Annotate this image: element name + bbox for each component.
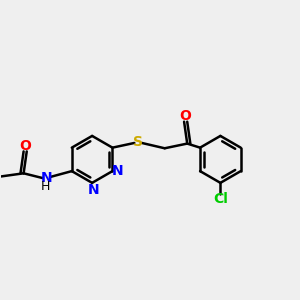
Text: O: O (19, 139, 31, 153)
Text: N: N (88, 183, 100, 197)
Text: S: S (133, 135, 143, 149)
Text: N: N (40, 171, 52, 185)
Text: O: O (180, 110, 192, 123)
Text: H: H (41, 180, 50, 193)
Text: Cl: Cl (213, 192, 228, 206)
Text: N: N (112, 164, 124, 178)
